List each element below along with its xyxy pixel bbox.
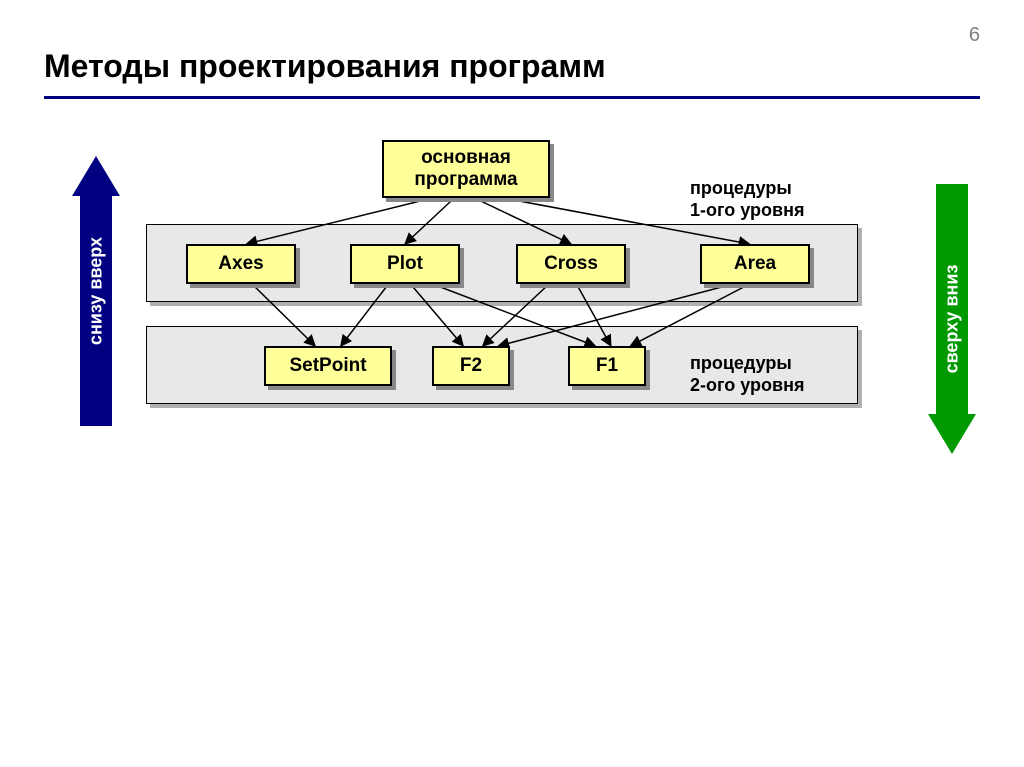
- bottom-up-arrow: снизу вверх: [72, 156, 120, 426]
- page-number: 6: [969, 24, 980, 47]
- page-title: Методы проектирования программ: [44, 48, 606, 85]
- bottom-up-arrow-label: снизу вверх: [86, 237, 107, 345]
- node-plot: Plot: [350, 244, 460, 284]
- node-cross: Cross: [516, 244, 626, 284]
- node-axes: Axes: [186, 244, 296, 284]
- top-down-arrow: сверху вниз: [928, 184, 976, 454]
- level1-label: процедуры 1-ого уровня: [690, 178, 804, 221]
- node-area-label: Area: [734, 253, 776, 275]
- node-cross-label: Cross: [544, 253, 598, 275]
- node-main: основная программа: [382, 140, 550, 198]
- level2-label: процедуры 2-ого уровня: [690, 353, 804, 396]
- node-setpoint: SetPoint: [264, 346, 392, 386]
- hierarchy-diagram: основная программа Axes Plot Cross Area SetPo…: [0, 100, 1024, 520]
- node-area: Area: [700, 244, 810, 284]
- node-f2: F2: [432, 346, 510, 386]
- node-plot-label: Plot: [387, 253, 423, 275]
- node-f1: F1: [568, 346, 646, 386]
- node-setpoint-label: SetPoint: [289, 355, 366, 377]
- node-main-label: основная программа: [414, 147, 517, 191]
- node-f1-label: F1: [596, 355, 618, 377]
- title-rule: [44, 96, 980, 99]
- top-down-arrow-label: сверху вниз: [942, 265, 963, 374]
- node-axes-label: Axes: [218, 253, 263, 275]
- node-f2-label: F2: [460, 355, 482, 377]
